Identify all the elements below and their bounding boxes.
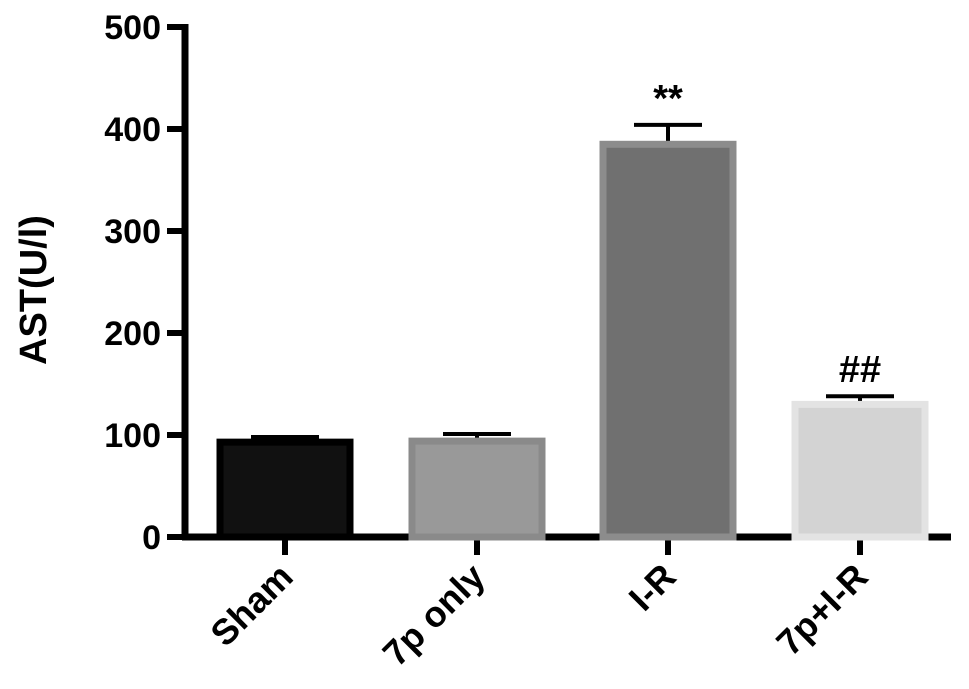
bars: ** ## [216,78,929,541]
y-tick-label: 500 [104,9,161,47]
significance-annotation: ## [839,349,881,391]
category-label: 7p+I-R [768,556,876,664]
y-axis: 0 100 200 300 400 500 [104,9,189,557]
significance-annotation: ** [653,78,683,120]
bar [408,437,546,541]
category-label: Sham [202,556,300,654]
y-tick-label: 0 [142,519,161,557]
bar [791,400,929,541]
y-tick-label: 300 [104,213,161,251]
y-tick-label: 100 [104,417,161,455]
bar [599,140,737,541]
y-tick-label: 200 [104,315,161,353]
y-tick-label: 400 [104,111,161,149]
bar [216,438,354,541]
category-label: I-R [621,556,684,619]
x-axis: Sham 7p only I-R 7p+I-R [182,533,951,674]
category-label: 7p only [375,556,493,674]
y-axis-label: AST(U/l) [13,215,55,365]
